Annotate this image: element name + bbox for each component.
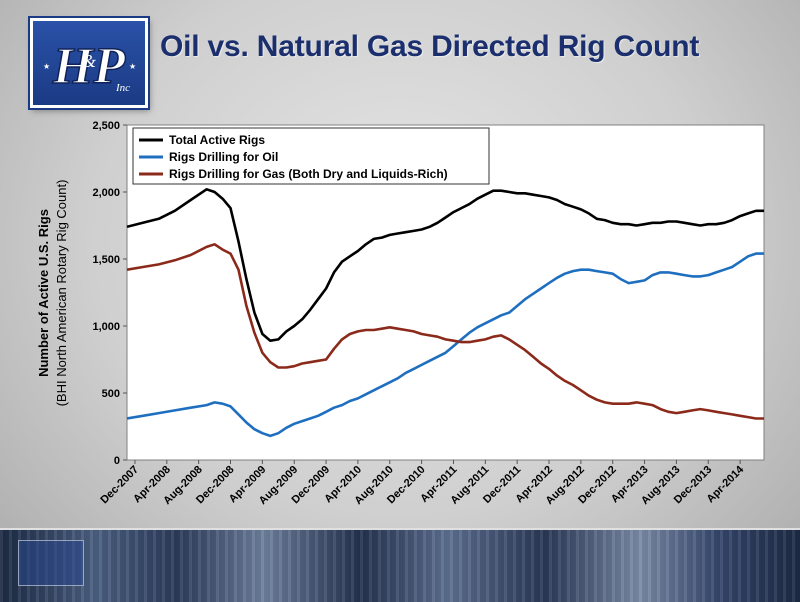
hp-logo: HP & Inc ★ ★ <box>28 16 150 110</box>
y-axis-subtitle: (BHI North American Rotary Rig Count) <box>54 180 69 407</box>
svg-text:HP: HP <box>52 38 126 95</box>
series-line-total <box>126 188 764 342</box>
y-tick-label: 2,000 <box>92 187 120 199</box>
svg-text:★: ★ <box>43 62 50 71</box>
legend-label: Rigs Drilling for Oil <box>169 150 278 164</box>
y-tick-label: 1,000 <box>92 321 120 333</box>
rig-count-chart: 05001,0001,5002,0002,500Dec-2007Apr-2008… <box>36 120 765 507</box>
svg-text:★: ★ <box>129 62 136 71</box>
svg-text:Inc: Inc <box>115 82 130 94</box>
y-tick-label: 1,500 <box>92 254 120 266</box>
page-title: Oil vs. Natural Gas Directed Rig Count <box>160 30 700 63</box>
series-line-oil <box>126 252 764 438</box>
svg-text:&: & <box>82 51 96 71</box>
y-axis-title: Number of Active U.S. Rigs <box>36 209 51 377</box>
y-tick-label: 0 <box>114 455 120 467</box>
y-tick-label: 500 <box>102 388 120 400</box>
legend-label: Total Active Rigs <box>169 133 265 147</box>
banner-logo-mark <box>18 540 84 586</box>
footer-banner-image <box>0 528 800 602</box>
series-line-gas <box>126 243 764 420</box>
y-tick-label: 2,500 <box>92 120 120 132</box>
legend-box <box>132 127 490 185</box>
legend-label: Rigs Drilling for Gas (Both Dry and Liqu… <box>169 167 448 181</box>
